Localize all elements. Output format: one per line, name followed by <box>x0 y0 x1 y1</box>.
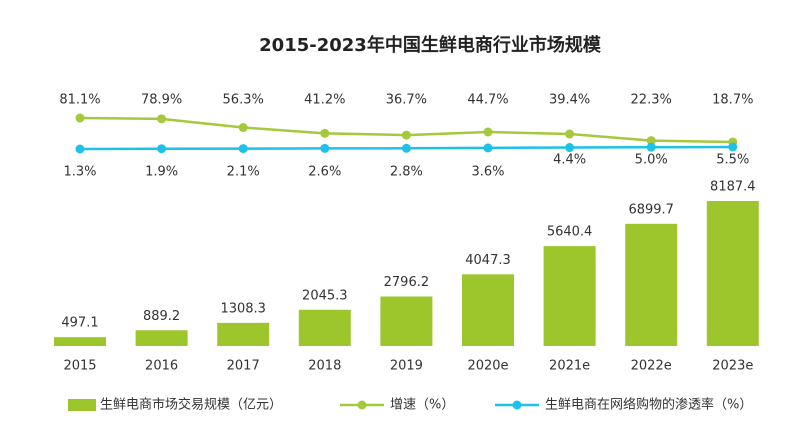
point-value-label: 2.1% <box>227 165 260 180</box>
bar-value-label: 8187.4 <box>710 180 756 195</box>
point-value-label: 39.4% <box>549 93 590 108</box>
bar <box>298 309 351 346</box>
point-value-label: 41.2% <box>304 93 345 108</box>
chart-title: 2015-2023年中国生鲜电商行业市场规模 <box>259 34 602 56</box>
x-tick-label: 2015 <box>63 359 96 374</box>
point-value-label: 81.1% <box>59 93 100 108</box>
point-value-label: 36.7% <box>386 93 427 108</box>
x-tick-label: 2021e <box>549 359 590 374</box>
point <box>157 144 167 154</box>
point <box>75 144 85 154</box>
point <box>483 143 493 153</box>
point <box>565 143 575 153</box>
point-value-label: 2.6% <box>308 165 341 180</box>
bar <box>217 322 270 346</box>
x-tick-label: 2020e <box>467 359 508 374</box>
point-value-label: 4.4% <box>553 153 586 168</box>
bar <box>380 296 433 346</box>
point <box>320 128 330 138</box>
legend-label: 生鲜电商市场交易规模（亿元） <box>100 397 282 413</box>
point <box>565 129 575 139</box>
bar <box>625 223 678 346</box>
legend-swatch <box>357 400 367 410</box>
x-tick-label: 2016 <box>145 359 178 374</box>
point-value-label: 78.9% <box>141 93 182 108</box>
point <box>401 130 411 140</box>
bar-value-label: 2045.3 <box>302 288 348 303</box>
point <box>401 143 411 153</box>
bar <box>462 274 514 346</box>
point-value-label: 5.0% <box>635 153 668 168</box>
point-value-label: 2.8% <box>390 165 423 180</box>
bar-value-label: 889.2 <box>143 309 180 324</box>
bar-value-label: 1308.3 <box>220 301 266 316</box>
legend-swatch <box>68 399 96 411</box>
x-tick-label: 2017 <box>227 359 260 374</box>
bar-value-label: 2796.2 <box>384 275 430 290</box>
bar <box>135 330 188 346</box>
point <box>238 123 248 133</box>
point-value-label: 1.3% <box>63 165 96 180</box>
x-tick-label: 2019 <box>390 359 423 374</box>
point <box>157 114 167 124</box>
bar <box>706 201 759 346</box>
point-value-label: 3.6% <box>471 165 504 180</box>
point <box>238 144 248 154</box>
bar-value-label: 6899.7 <box>628 202 674 217</box>
x-tick-label: 2023e <box>712 359 753 374</box>
point-value-label: 44.7% <box>467 93 508 108</box>
point <box>75 113 85 123</box>
point-value-label: 1.9% <box>145 165 178 180</box>
point-value-label: 18.7% <box>712 93 753 108</box>
point <box>728 142 738 152</box>
legend-label: 增速（%） <box>390 398 454 413</box>
legend-swatch <box>512 400 522 410</box>
point-value-label: 56.3% <box>223 93 264 108</box>
bar-value-label: 497.1 <box>61 316 98 331</box>
point <box>320 143 330 153</box>
point-value-label: 5.5% <box>716 153 749 168</box>
bar <box>543 246 596 346</box>
point <box>483 127 493 137</box>
point <box>646 136 656 146</box>
bar-value-label: 4047.3 <box>465 253 511 268</box>
x-tick-label: 2022e <box>631 359 672 374</box>
legend-label: 生鲜电商在网络购物的渗透率（%） <box>545 397 752 413</box>
bar <box>54 337 106 346</box>
point-value-label: 22.3% <box>631 93 672 108</box>
bar-value-label: 5640.4 <box>547 225 593 240</box>
x-tick-label: 2018 <box>308 359 341 374</box>
point <box>646 142 656 152</box>
